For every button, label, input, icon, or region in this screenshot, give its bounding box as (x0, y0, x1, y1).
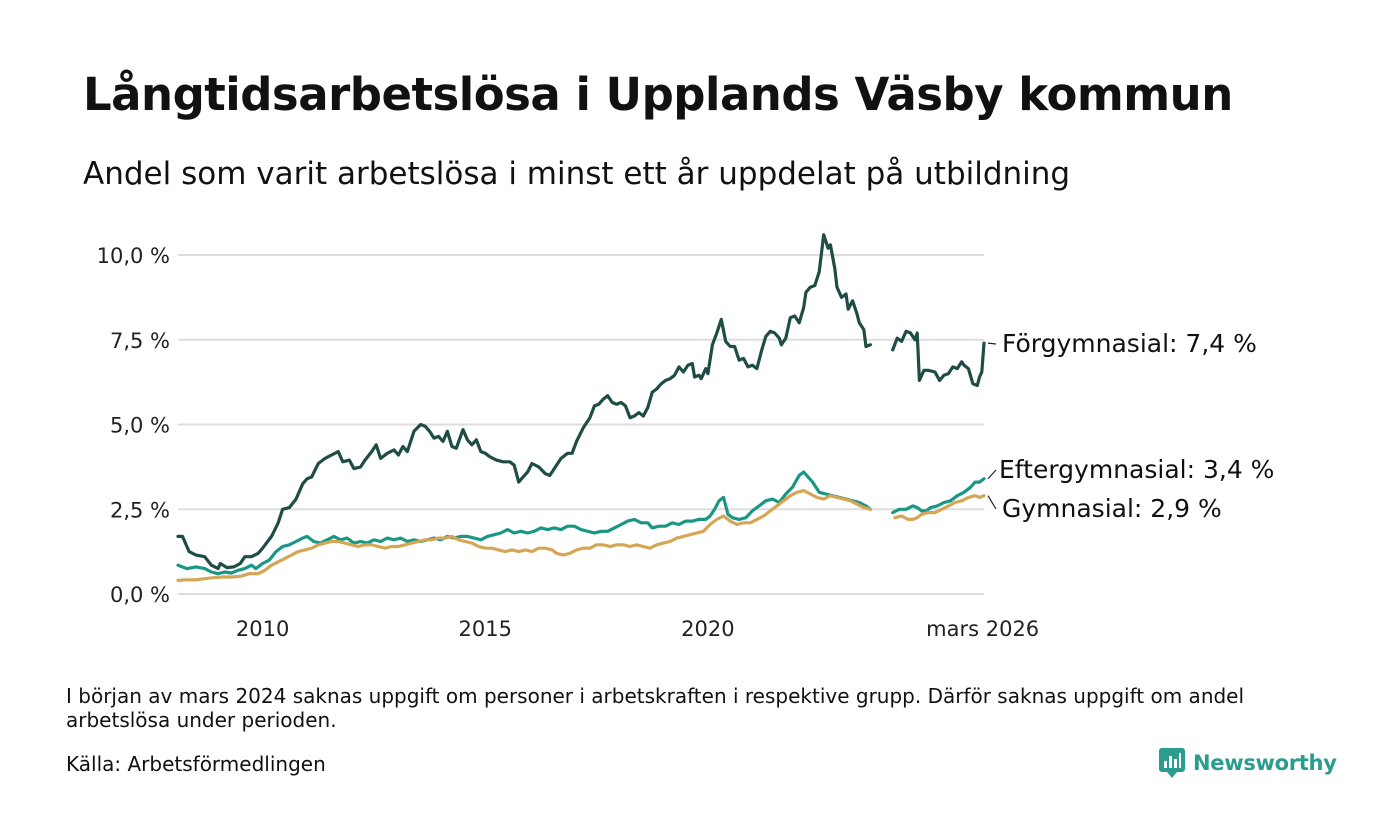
label-leader (987, 469, 997, 480)
y-tick-label: 0,0 % (110, 583, 170, 607)
line-chart: 0,0 % 2,5 % 5,0 % 7,5 % 10,0 % 2010 2015 2020 m… (97, 233, 1274, 641)
series-line-eftergymnasial (176, 470, 872, 576)
series-line-förgymnasial (891, 329, 986, 388)
y-tick-label: 10,0 % (97, 244, 170, 268)
y-tick-label: 2,5 % (110, 498, 170, 522)
newsworthy-icon (1159, 748, 1185, 778)
gridlines (178, 254, 984, 595)
y-axis-ticks: 0,0 % 2,5 % 5,0 % 7,5 % 10,0 % (97, 244, 170, 607)
y-tick-label: 7,5 % (110, 329, 170, 353)
label-leader (987, 342, 997, 345)
brand-name: Newsworthy (1193, 751, 1337, 775)
series-end-labels: Förgymnasial: 7,4 % Eftergymnasial: 3,4 %… (987, 329, 1274, 523)
chart-subtitle: Andel som varit arbetslösa i minst ett å… (83, 156, 1071, 192)
newsworthy-logo[interactable]: Newsworthy (1159, 748, 1337, 778)
x-tick-label: 2015 (459, 617, 512, 641)
series-end-label: Eftergymnasial: 3,4 % (999, 455, 1274, 484)
series-end-label: Förgymnasial: 7,4 % (1002, 329, 1257, 358)
x-tick-label: 2020 (681, 617, 734, 641)
series-line-gymnasial (893, 494, 986, 521)
series-lines (176, 233, 986, 582)
series-line-förgymnasial (176, 233, 872, 571)
x-tick-label: mars 2026 (926, 617, 1039, 641)
chart-title: Långtidsarbetslösa i Upplands Väsby komm… (83, 68, 1233, 121)
series-end-label: Gymnasial: 2,9 % (1002, 494, 1222, 523)
y-tick-label: 5,0 % (110, 414, 170, 438)
label-leader (987, 495, 997, 510)
x-axis-ticks: 2010 2015 2020 mars 2026 (236, 617, 1039, 641)
series-line-gymnasial (176, 489, 872, 582)
series-line-eftergymnasial (891, 477, 986, 515)
footnote: I början av mars 2024 saknas uppgift om … (66, 684, 1245, 732)
x-tick-label: 2010 (236, 617, 289, 641)
source-text: Källa: Arbetsförmedlingen (66, 752, 326, 776)
